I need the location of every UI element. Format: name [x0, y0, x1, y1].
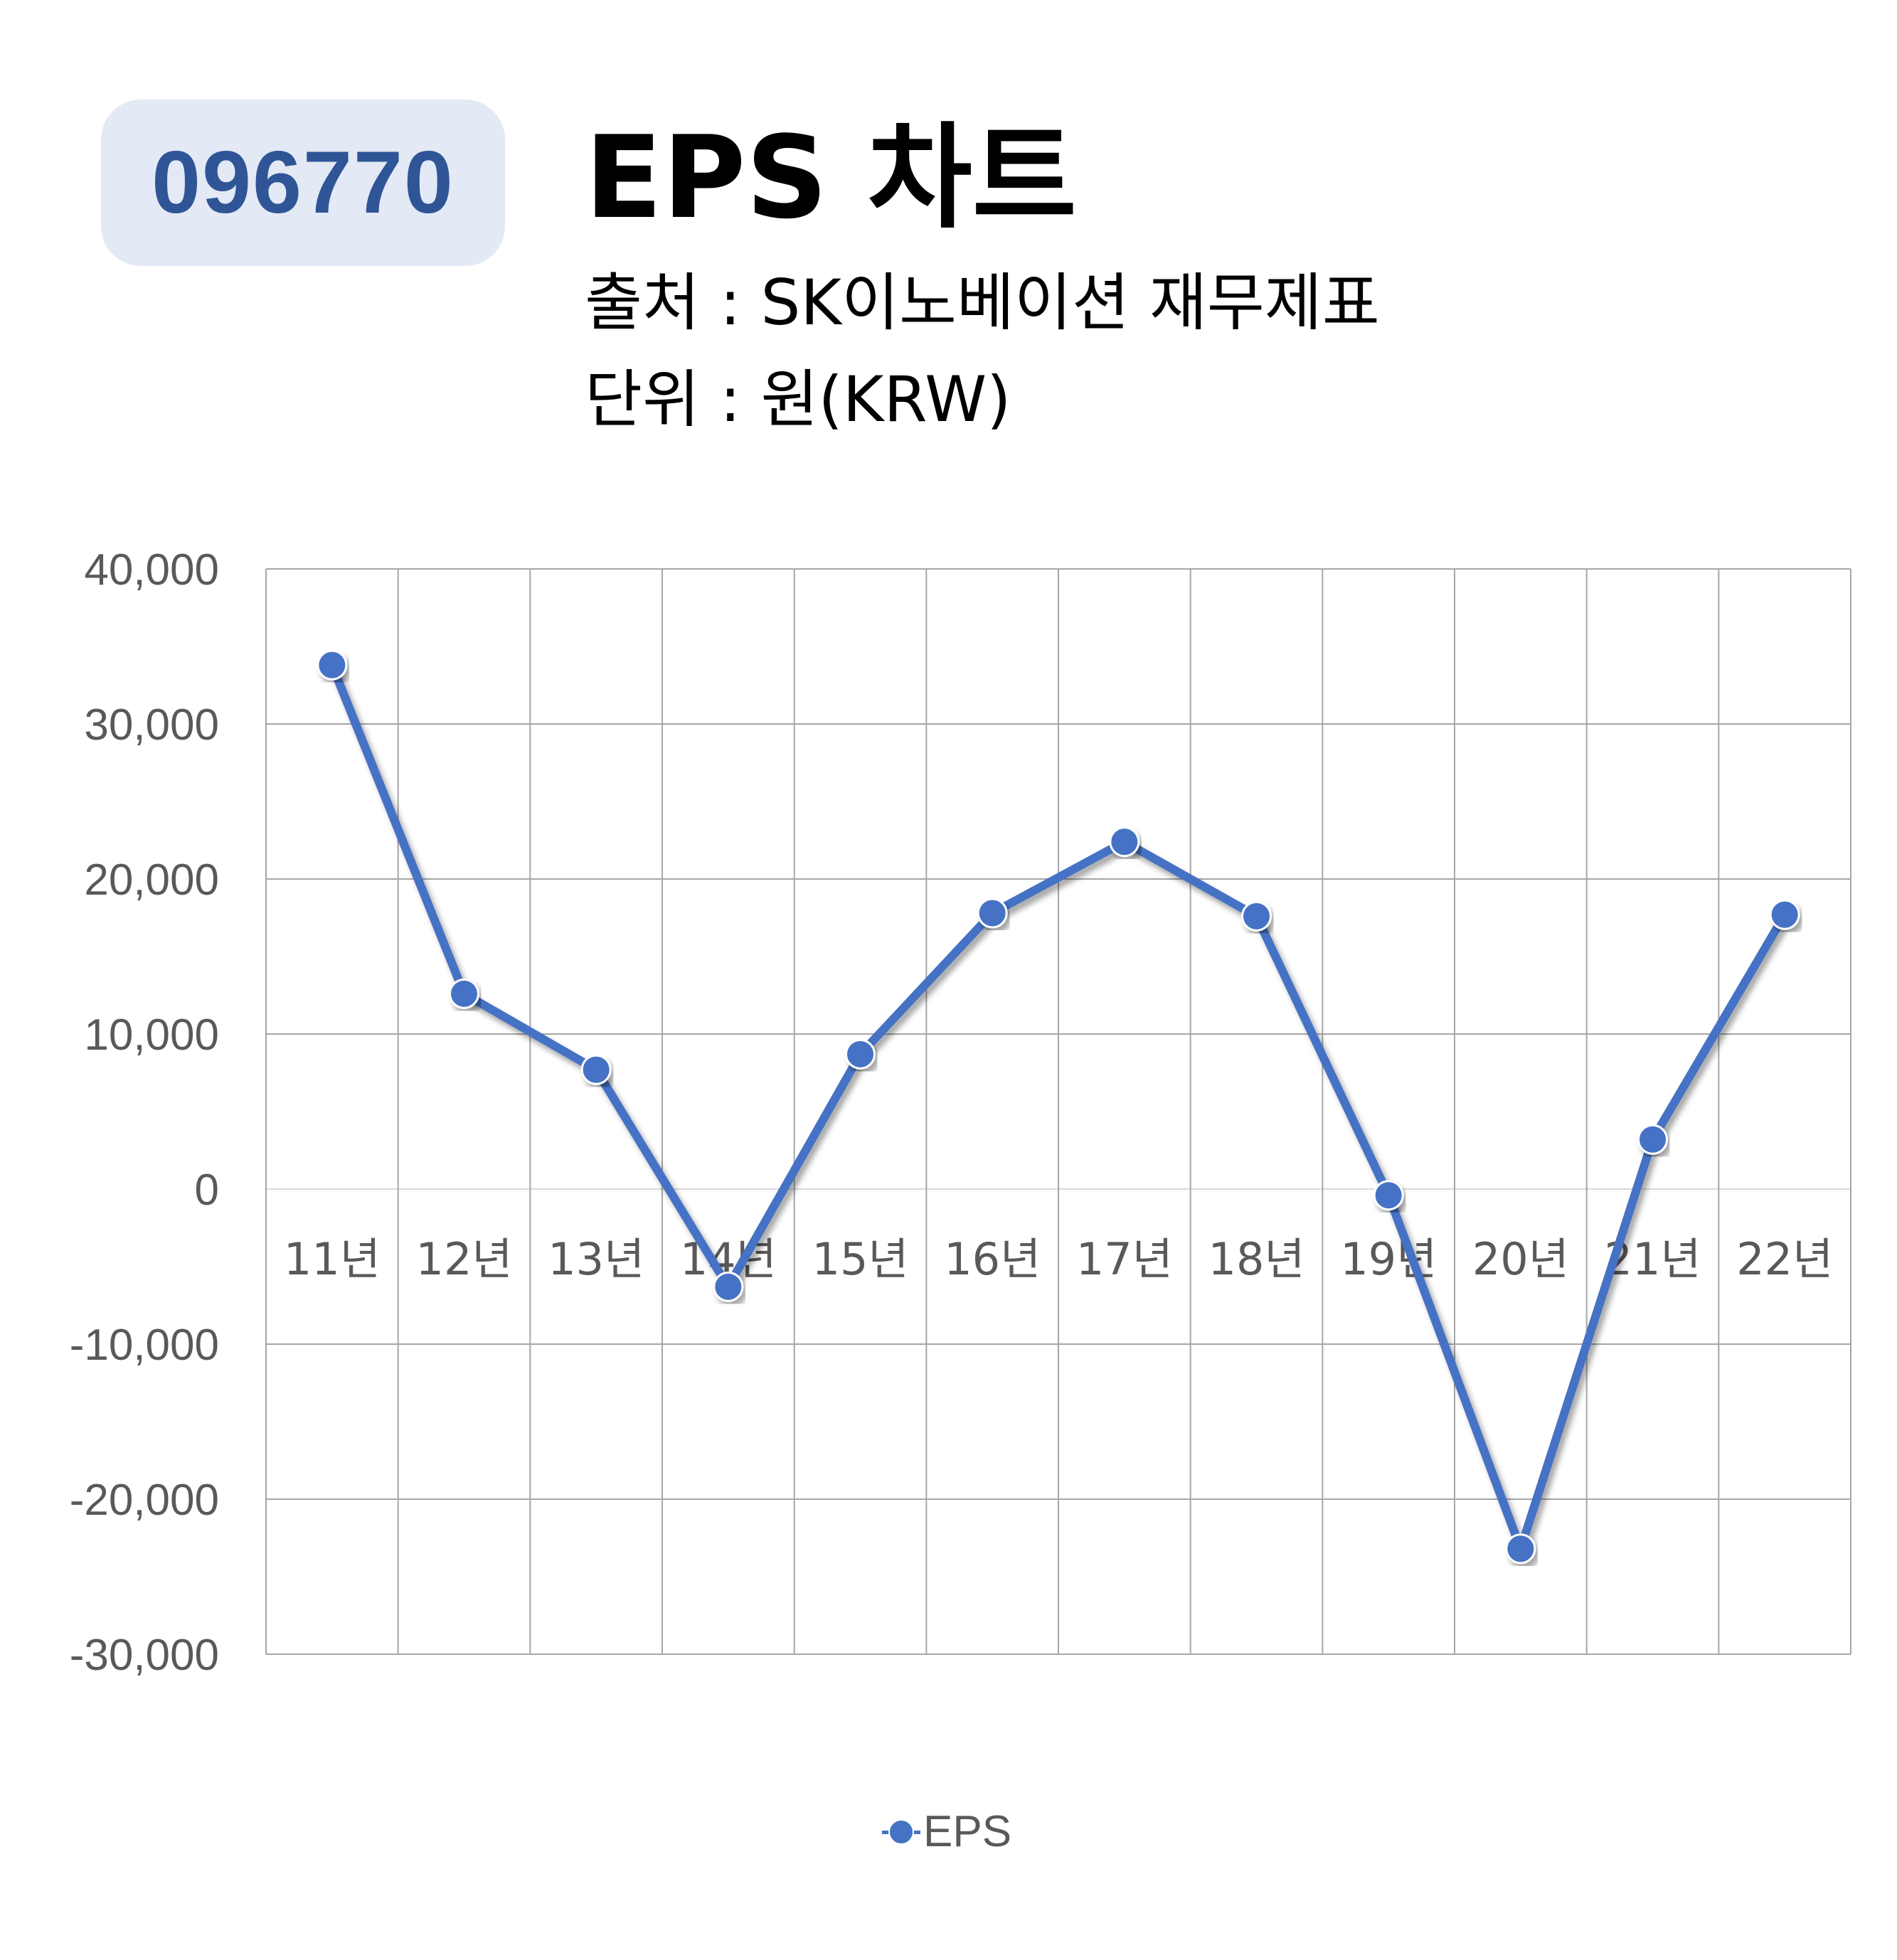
data-point	[317, 649, 348, 681]
data-point	[449, 978, 479, 1009]
data-point	[845, 1038, 876, 1070]
y-tick-label: 30,000	[84, 701, 219, 750]
y-tick-label: -20,000	[70, 1476, 219, 1525]
y-tick-label: -10,000	[70, 1321, 219, 1370]
data-point	[1505, 1533, 1536, 1565]
x-tick-label: 18년	[1208, 1233, 1305, 1285]
data-point	[713, 1271, 744, 1302]
ticker-badge: 096770	[101, 100, 505, 266]
data-point	[1769, 899, 1800, 930]
x-tick-label: 16년	[944, 1233, 1041, 1285]
ticker-code: 096770	[152, 134, 455, 232]
y-tick-label: 20,000	[84, 856, 219, 905]
y-axis-labels: 40,000 30,000 20,000 10,000 0 -10,000 -20,000 -…	[70, 545, 219, 1680]
grid	[265, 568, 1851, 1655]
source-text: 출처 : SK이노베이션 재무제표	[585, 266, 1380, 339]
x-tick-label: 17년	[1076, 1233, 1173, 1285]
series-line-eps	[327, 661, 1790, 1553]
data-point	[580, 1054, 612, 1085]
x-tick-label: 12년	[416, 1233, 513, 1285]
y-tick-label: 40,000	[84, 545, 219, 595]
data-point	[1109, 826, 1140, 858]
legend: EPS	[882, 1806, 1011, 1857]
data-point	[977, 898, 1008, 929]
x-tick-label: 15년	[812, 1233, 909, 1285]
y-tick-label: 0	[195, 1166, 219, 1215]
x-tick-label: 13년	[548, 1233, 644, 1285]
x-tick-label: 11년	[284, 1233, 381, 1285]
y-tick-label: 10,000	[84, 1011, 219, 1060]
unit-text: 단위 : 원(KRW)	[585, 363, 1011, 436]
data-point	[1241, 900, 1272, 932]
data-point	[1637, 1124, 1668, 1155]
legend-label-eps: EPS	[923, 1807, 1012, 1856]
chart-title: EPS 차트	[585, 111, 1077, 244]
eps-series	[317, 649, 1800, 1565]
legend-marker-icon	[882, 1818, 920, 1846]
x-tick-label: 22년	[1736, 1233, 1833, 1285]
y-tick-label: -30,000	[70, 1631, 219, 1680]
data-point	[1373, 1180, 1404, 1211]
x-tick-label: 20년	[1472, 1233, 1569, 1285]
